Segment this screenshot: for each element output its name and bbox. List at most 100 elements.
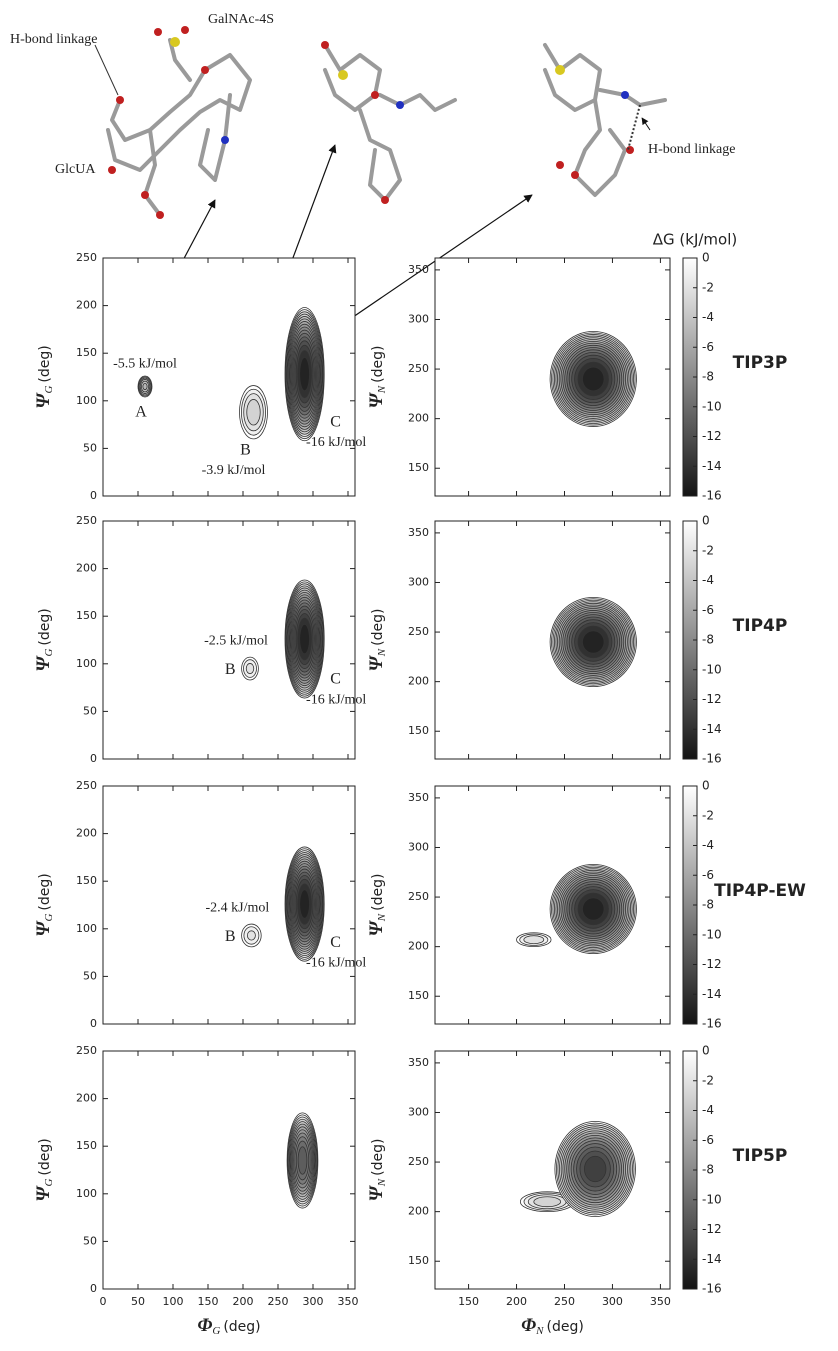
x-tick-label: 350 <box>338 1295 359 1308</box>
y-tick-label: 200 <box>76 299 97 312</box>
axis-symbol: Φ <box>521 1315 536 1336</box>
y-tick-label: 300 <box>408 840 429 853</box>
colorbar-tick-label: -10 <box>702 927 722 941</box>
contour-level <box>524 936 544 944</box>
y-tick-label: 150 <box>408 1254 429 1267</box>
y-tick-label: 200 <box>408 412 429 425</box>
basin-label: -5.5 kJ/mol <box>113 356 177 371</box>
colorbar-tick-label: 0 <box>702 251 710 265</box>
molecule-label: H-bond linkage <box>648 142 735 157</box>
contour-level <box>298 1147 307 1174</box>
axis-unit: (deg) <box>547 1319 584 1335</box>
molecule-art <box>95 26 665 219</box>
x-tick-label: 50 <box>131 1295 145 1308</box>
y-tick-label: 250 <box>408 625 429 638</box>
colorbar-tick-label: -2 <box>702 280 714 294</box>
axis-subscript: N <box>376 913 388 922</box>
axis-unit: (deg) <box>370 346 386 383</box>
axis-label: ΦG(deg) <box>197 1315 260 1336</box>
basin-letter: B <box>225 928 236 945</box>
basin-label: -16 kJ/mol <box>306 955 366 970</box>
y-tick-label: 150 <box>408 461 429 474</box>
x-tick-label: 250 <box>554 1295 575 1308</box>
axis-subscript: N <box>376 648 388 657</box>
contour-level <box>247 399 260 425</box>
basin-label: -3.9 kJ/mol <box>202 463 266 478</box>
y-tick-label: 100 <box>76 394 97 407</box>
y-tick-label: 200 <box>76 1092 97 1105</box>
panel: B-2.5 kJ/molC-16 kJ/mol050100150200250ΨG… <box>33 514 366 765</box>
colorbar-tick-label: -4 <box>702 1103 714 1117</box>
x-tick-label: 150 <box>198 1295 219 1308</box>
axis-subscript: N <box>376 385 388 394</box>
basin-label: -2.5 kJ/mol <box>204 633 268 648</box>
colorbar-tick-label: -6 <box>702 868 714 882</box>
axis-unit: (deg) <box>223 1319 260 1335</box>
y-tick-label: 200 <box>408 1205 429 1218</box>
colorbar-tick-label: -10 <box>702 399 722 413</box>
axis-label: ΨN(deg) <box>366 874 387 937</box>
colorbar-tick-label: -8 <box>702 633 714 647</box>
colorbar-title: ΔG (kJ/mol) <box>653 231 737 249</box>
colorbar-tick-label: -12 <box>702 957 722 971</box>
y-tick-label: 150 <box>76 1139 97 1152</box>
colorbar-tick-label: -16 <box>702 489 722 503</box>
y-tick-label: 350 <box>408 791 429 804</box>
axis-subscript: N <box>376 1178 388 1187</box>
basin-label: -2.4 kJ/mol <box>206 900 270 915</box>
y-tick-label: 0 <box>90 489 97 502</box>
y-tick-label: 200 <box>408 940 429 953</box>
contour-level <box>300 624 310 654</box>
axis-label: ΨN(deg) <box>366 609 387 672</box>
colorbar-tick-label: 0 <box>702 1044 710 1058</box>
colorbar-tick-label: -6 <box>702 1133 714 1147</box>
x-tick-label: 250 <box>268 1295 289 1308</box>
y-tick-label: 0 <box>90 1282 97 1295</box>
panel: A-5.5 kJ/molB-3.9 kJ/molC-16 kJ/mol05010… <box>33 251 366 502</box>
colorbar-tick-label: -4 <box>702 838 714 852</box>
y-tick-label: 100 <box>76 922 97 935</box>
y-tick-label: 250 <box>408 362 429 375</box>
y-tick-label: 0 <box>90 752 97 765</box>
molecule-label: H-bond linkage <box>10 32 97 47</box>
y-tick-label: 50 <box>83 704 97 717</box>
axis-label: ΨN(deg) <box>366 346 387 409</box>
y-tick-label: 250 <box>76 779 97 792</box>
basin-letter: A <box>135 404 147 421</box>
colorbar-tick-label: -2 <box>702 1073 714 1087</box>
y-tick-label: 150 <box>76 609 97 622</box>
model-label: TIP5P <box>733 1146 788 1166</box>
axis-unit: (deg) <box>370 874 386 911</box>
model-label: TIP4P <box>733 616 788 636</box>
contour-level <box>246 663 254 673</box>
axis-subscript: G <box>43 1179 55 1187</box>
basin-letter: B <box>240 442 251 459</box>
colorbar-tick-label: -14 <box>702 1252 722 1266</box>
basin-letter: C <box>330 413 341 430</box>
colorbar-tick-label: -12 <box>702 429 722 443</box>
contour-level <box>143 383 147 389</box>
axis-label: ΨG(deg) <box>33 1138 54 1201</box>
axis-subscript: G <box>212 1325 220 1337</box>
contour-level <box>534 1197 561 1207</box>
y-tick-label: 150 <box>408 989 429 1002</box>
y-tick-label: 200 <box>76 562 97 575</box>
y-tick-label: 150 <box>76 346 97 359</box>
axis-unit: (deg) <box>37 345 53 382</box>
y-tick-label: 250 <box>76 1044 97 1057</box>
y-tick-label: 300 <box>408 1105 429 1118</box>
y-tick-label: 350 <box>408 1056 429 1069</box>
basin-label: -16 kJ/mol <box>306 692 366 707</box>
x-tick-label: 0 <box>100 1295 107 1308</box>
axis-label: ΨN(deg) <box>366 1139 387 1202</box>
figure: GalNAc-4S H-bond linkage GlcUA H-bond li… <box>0 0 838 1351</box>
colorbar-tick-label: -14 <box>702 459 722 473</box>
axis-label: ΨG(deg) <box>33 873 54 936</box>
y-tick-label: 50 <box>83 1234 97 1247</box>
y-tick-label: 250 <box>76 251 97 264</box>
y-tick-label: 0 <box>90 1017 97 1030</box>
contour-level <box>582 631 604 653</box>
contour-level <box>300 357 310 390</box>
y-tick-label: 100 <box>76 1187 97 1200</box>
